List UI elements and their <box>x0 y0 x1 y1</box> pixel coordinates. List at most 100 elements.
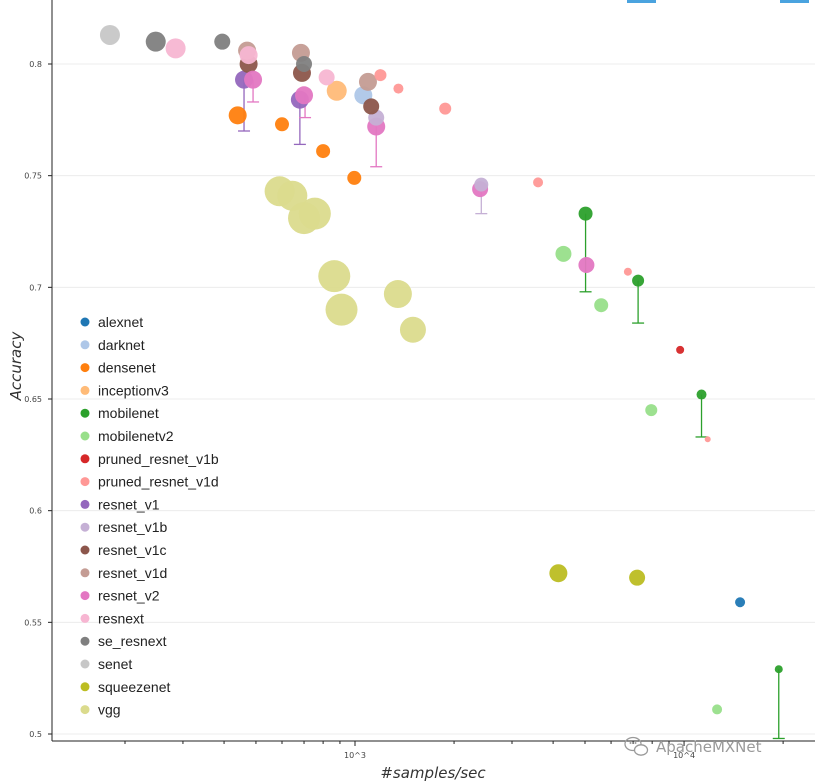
data-point-mobilenet <box>696 389 707 400</box>
data-point-densenet <box>228 106 247 125</box>
legend-label-se_resnext: se_resnext <box>98 633 167 649</box>
data-point-pruned_resnet_v1d <box>704 436 711 443</box>
data-point-mobilenetv2 <box>594 298 609 313</box>
y-tick-label: 0.8 <box>29 60 42 69</box>
data-point-se_resnext <box>296 56 313 72</box>
legend-label-pruned_resnet_v1b: pruned_resnet_v1b <box>98 451 219 467</box>
y-tick-label: 0.6 <box>29 507 42 516</box>
legend-label-resnet_v1d: resnet_v1d <box>98 565 167 581</box>
y-tick-label: 0.5 <box>29 730 42 739</box>
wechat-icon <box>624 736 649 756</box>
data-point-resnet_v2 <box>578 257 595 273</box>
legend-marker-resnet_v1c <box>80 545 90 555</box>
legend-marker-resnext <box>80 613 90 623</box>
data-point-resnet_v2 <box>244 70 263 89</box>
legend-marker-pruned_resnet_v1b <box>80 454 90 464</box>
legend-label-resnext: resnext <box>98 610 144 626</box>
data-point-mobilenet <box>632 274 645 287</box>
x-axis-title: #samples/sec <box>380 764 486 782</box>
y-tick-label: 0.7 <box>29 283 42 292</box>
data-point-mobilenetv2 <box>712 704 723 715</box>
error-bars <box>238 79 785 740</box>
legend-label-inceptionv3: inceptionv3 <box>98 382 169 398</box>
data-point-resnext <box>318 69 335 86</box>
legend-label-alexnet: alexnet <box>98 314 143 330</box>
y-tick-label: 0.65 <box>24 395 42 404</box>
data-point-mobilenet <box>578 206 593 221</box>
y-tick-label: 0.75 <box>24 172 42 181</box>
data-point-mobilenetv2 <box>555 245 572 262</box>
data-point-pruned_resnet_v1b <box>676 345 685 354</box>
legend-label-darknet: darknet <box>98 337 145 353</box>
data-points <box>99 24 783 715</box>
legend-marker-densenet <box>80 363 90 373</box>
data-point-resnext <box>239 46 258 65</box>
legend-marker-resnet_v1b <box>80 522 90 532</box>
data-point-pruned_resnet_v1d <box>533 177 544 188</box>
data-point-resnext <box>165 38 186 59</box>
data-point-pruned_resnet_v1d <box>393 83 404 94</box>
legend-label-mobilenetv2: mobilenetv2 <box>98 428 174 444</box>
data-point-senet <box>99 24 120 45</box>
data-point-alexnet <box>735 597 746 608</box>
legend-label-senet: senet <box>98 656 132 672</box>
legend-marker-squeezenet <box>80 682 90 692</box>
data-point-resnet_v1d <box>358 72 377 91</box>
data-point-vgg <box>318 260 351 293</box>
legend-label-vgg: vgg <box>98 702 121 718</box>
data-point-inceptionv3 <box>326 80 347 101</box>
legend-marker-darknet <box>80 340 90 350</box>
legend-marker-se_resnext <box>80 636 90 646</box>
data-point-resnet_v2 <box>295 86 314 105</box>
data-point-vgg <box>325 293 358 326</box>
data-point-pruned_resnet_v1d <box>439 102 452 115</box>
data-point-vgg <box>277 180 308 211</box>
watermark-text: ApacheMXNet <box>656 738 762 756</box>
legend-marker-resnet_v1d <box>80 568 90 578</box>
legend-marker-alexnet <box>80 317 90 327</box>
data-point-resnet_v1b <box>474 177 489 192</box>
legend: alexnet darknet densenet inceptionv3 mobilen… <box>80 314 219 718</box>
x-ticks: 10^3 10^4 <box>124 741 784 760</box>
legend-marker-mobilenetv2 <box>80 431 90 441</box>
legend-marker-pruned_resnet_v1d <box>80 477 90 487</box>
watermark: ApacheMXNet <box>624 736 762 756</box>
data-point-vgg <box>298 197 331 230</box>
data-point-squeezenet <box>629 569 646 586</box>
legend-label-resnet_v2: resnet_v2 <box>98 588 160 604</box>
x-tick-label: 10^3 <box>344 751 366 760</box>
data-point-mobilenet <box>774 665 783 674</box>
data-point-pruned_resnet_v1d <box>374 69 387 82</box>
data-point-se_resnext <box>214 33 231 50</box>
data-point-se_resnext <box>145 31 166 52</box>
legend-marker-mobilenet <box>80 408 90 418</box>
legend-marker-inceptionv3 <box>80 385 90 395</box>
data-point-densenet <box>316 144 331 159</box>
legend-marker-resnet_v2 <box>80 591 90 601</box>
data-point-densenet <box>347 170 362 185</box>
data-point-vgg <box>383 280 412 309</box>
data-point-mobilenetv2 <box>645 404 658 417</box>
data-point-squeezenet <box>549 564 568 583</box>
legend-label-densenet: densenet <box>98 360 156 376</box>
y-ticks: 0.5 0.55 0.6 0.65 0.7 0.75 0.8 <box>24 60 52 739</box>
legend-label-pruned_resnet_v1d: pruned_resnet_v1d <box>98 474 219 490</box>
legend-label-squeezenet: squeezenet <box>98 679 171 695</box>
x-tick-label: 10^4 <box>673 751 695 760</box>
legend-marker-vgg <box>80 705 90 715</box>
data-point-vgg <box>399 316 426 343</box>
legend-label-resnet_v1c: resnet_v1c <box>98 542 166 558</box>
legend-marker-senet <box>80 659 90 669</box>
y-axis-title: Accuracy <box>7 331 25 402</box>
axes <box>51 0 815 742</box>
data-point-pruned_resnet_v1d <box>623 267 632 276</box>
legend-label-resnet_v1b: resnet_v1b <box>98 519 167 535</box>
data-point-densenet <box>274 117 289 132</box>
legend-marker-resnet_v1 <box>80 499 90 509</box>
legend-label-mobilenet: mobilenet <box>98 405 159 421</box>
y-tick-label: 0.55 <box>24 618 42 627</box>
data-point-resnet_v1c <box>363 98 380 115</box>
legend-label-resnet_v1: resnet_v1 <box>98 496 160 512</box>
